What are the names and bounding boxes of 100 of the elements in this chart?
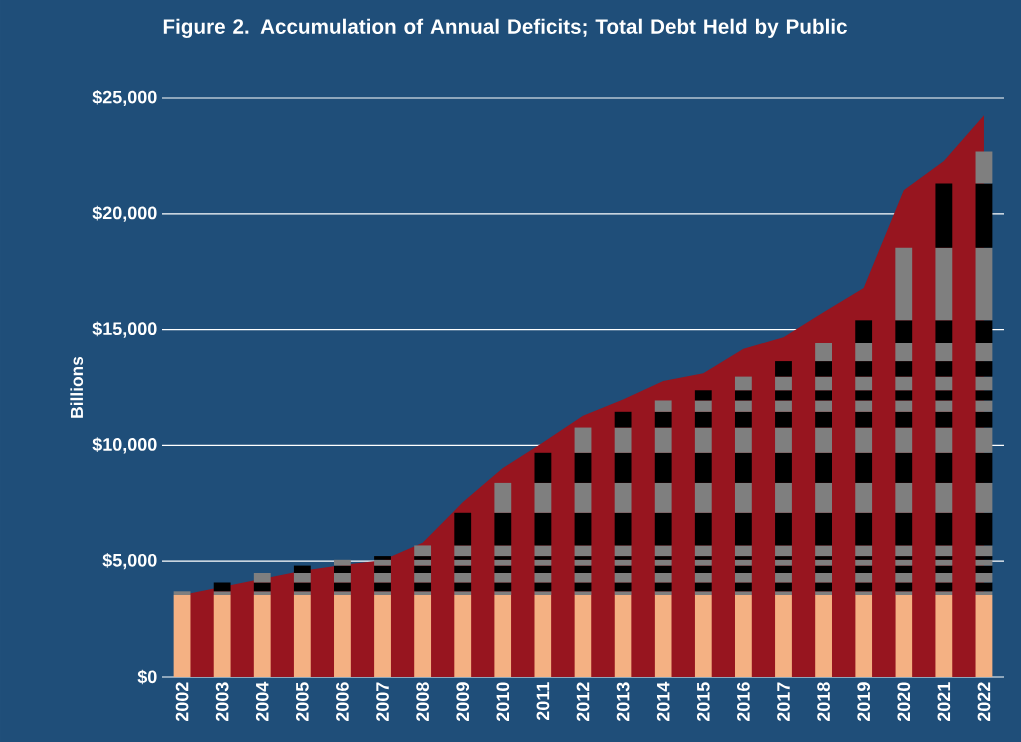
bar <box>815 482 832 513</box>
x-tick-label: 2005 <box>295 682 309 722</box>
x-tick-label: 2016 <box>737 682 750 722</box>
x-tick-label: 2019 <box>857 682 871 722</box>
bar <box>654 582 672 592</box>
bar <box>975 595 993 677</box>
bar <box>534 452 552 483</box>
bar <box>775 400 792 412</box>
bar <box>694 411 712 428</box>
bar <box>694 512 712 546</box>
bar <box>494 582 512 592</box>
bar <box>855 482 873 513</box>
bar <box>614 545 632 557</box>
bar <box>935 559 953 566</box>
bar <box>775 390 792 401</box>
bar <box>935 482 953 513</box>
bar <box>654 545 672 557</box>
bar <box>534 595 552 677</box>
bar <box>534 545 552 557</box>
bar <box>775 512 792 546</box>
bar <box>213 591 231 595</box>
bar <box>574 556 592 560</box>
bar <box>494 512 512 546</box>
bar <box>775 556 792 560</box>
bar <box>935 411 953 428</box>
bar <box>614 573 632 583</box>
bar <box>253 595 271 677</box>
bar <box>534 556 552 560</box>
bar <box>574 591 592 595</box>
x-tick-label: 2010 <box>496 682 510 722</box>
x-tick-label: 2011 <box>536 682 550 721</box>
bar <box>935 573 953 583</box>
bar <box>414 595 432 677</box>
x-tick-label: 2002 <box>175 682 189 722</box>
bar <box>494 565 512 573</box>
bar <box>815 343 832 362</box>
bar <box>614 559 632 566</box>
bar <box>935 361 953 377</box>
bar <box>614 482 632 513</box>
bar <box>935 343 953 362</box>
bar <box>895 400 913 412</box>
bar <box>815 582 832 592</box>
bar <box>454 556 472 560</box>
bar <box>694 427 712 453</box>
bar <box>734 512 752 546</box>
bar <box>734 559 752 566</box>
bar <box>374 591 391 595</box>
bar <box>654 512 672 546</box>
bar <box>654 482 672 513</box>
bar <box>895 556 913 560</box>
bar <box>694 559 712 566</box>
bar <box>614 427 632 453</box>
bar <box>454 582 472 592</box>
bar <box>855 343 873 362</box>
bar <box>694 400 712 412</box>
bar <box>534 573 552 583</box>
x-tick-label: 2012 <box>576 682 590 722</box>
bar <box>855 573 873 583</box>
bar <box>334 582 351 592</box>
bar <box>935 320 953 344</box>
bar <box>654 556 672 560</box>
bar <box>534 512 552 546</box>
chart-title: Figure 2. Accumulation of Annual Deficits; Total Debt Held by Public <box>163 18 847 39</box>
bar <box>895 591 913 595</box>
bar <box>734 400 752 412</box>
bar <box>654 452 672 483</box>
bar <box>975 361 993 377</box>
bar <box>654 427 672 453</box>
bar <box>775 545 792 557</box>
bar <box>975 559 993 566</box>
bar <box>494 556 512 560</box>
bar <box>694 582 712 592</box>
x-tick-label: 2020 <box>897 682 911 722</box>
bar <box>574 559 592 566</box>
bar <box>895 427 913 453</box>
x-tick-label: 2021 <box>937 682 951 722</box>
bar <box>293 582 311 592</box>
bar <box>815 452 832 483</box>
bar <box>975 400 993 412</box>
bar <box>775 573 792 583</box>
bar <box>293 595 311 677</box>
bar <box>855 320 873 344</box>
bar <box>374 582 391 592</box>
bar <box>975 427 993 453</box>
bar <box>454 512 472 546</box>
bar <box>815 565 832 573</box>
bar <box>935 595 953 677</box>
bar <box>374 565 391 573</box>
bar <box>734 545 752 557</box>
bar <box>975 591 993 595</box>
bar <box>855 361 873 377</box>
bar <box>895 573 913 583</box>
bar <box>935 390 953 401</box>
bar <box>815 400 832 412</box>
bar <box>374 573 391 583</box>
bar <box>293 573 311 583</box>
bar <box>293 591 311 595</box>
bar <box>734 376 752 391</box>
bar <box>975 482 993 513</box>
x-tick-label: 2007 <box>376 682 389 722</box>
